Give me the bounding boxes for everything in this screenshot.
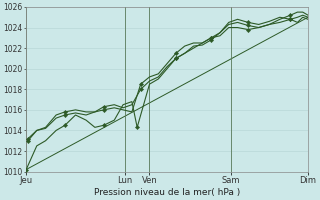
- X-axis label: Pression niveau de la mer( hPa ): Pression niveau de la mer( hPa ): [94, 188, 240, 197]
